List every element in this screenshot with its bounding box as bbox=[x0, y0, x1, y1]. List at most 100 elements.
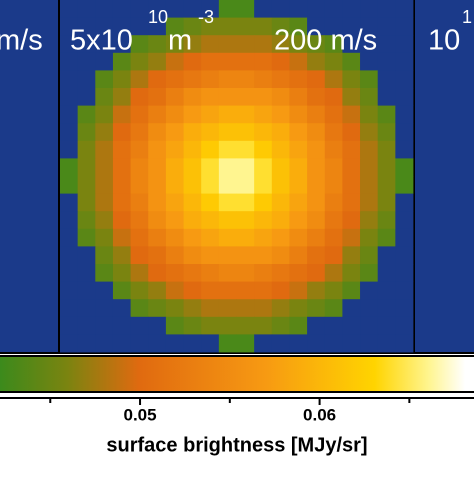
heatmap-cell bbox=[95, 246, 114, 265]
panel bbox=[0, 0, 58, 352]
heatmap-cell bbox=[130, 176, 149, 194]
heatmap-cell bbox=[254, 228, 273, 247]
heatmap-cell bbox=[254, 193, 273, 212]
heatmap-cell bbox=[271, 140, 290, 159]
heatmap-cell bbox=[60, 281, 79, 300]
heatmap-cell bbox=[218, 158, 237, 177]
heatmap-cell bbox=[236, 211, 255, 230]
heatmap-cell bbox=[360, 52, 379, 71]
heatmap-cell bbox=[218, 264, 237, 282]
heatmap-cell bbox=[395, 70, 414, 89]
heatmap-cell bbox=[377, 35, 396, 54]
heatmap-cell bbox=[307, 334, 326, 353]
heatmap-cell bbox=[148, 211, 167, 230]
heatmap-cell bbox=[183, 228, 202, 247]
heatmap-cell bbox=[130, 281, 149, 300]
heatmap-cell bbox=[324, 228, 343, 247]
heatmap-cell bbox=[60, 193, 79, 212]
heatmap-cell bbox=[395, 140, 414, 159]
heatmap-cell bbox=[60, 246, 79, 265]
heatmap-cell bbox=[183, 88, 202, 106]
heatmap-cell bbox=[130, 140, 149, 159]
heatmap-cell bbox=[60, 264, 79, 282]
heatmap-cell bbox=[307, 176, 326, 194]
heatmap-cell bbox=[324, 0, 343, 18]
heatmap-cell bbox=[377, 176, 396, 194]
heatmap-cell bbox=[360, 140, 379, 159]
heatmap-cell bbox=[183, 35, 202, 54]
heatmap-cell bbox=[165, 0, 184, 18]
panel-label: -3 bbox=[198, 7, 214, 27]
heatmap-cell bbox=[95, 17, 114, 36]
heatmap-cell bbox=[289, 123, 308, 142]
heatmap-cell bbox=[201, 264, 220, 282]
heatmap-cell bbox=[254, 88, 273, 106]
heatmap-cell bbox=[395, 158, 414, 177]
heatmap-cell bbox=[307, 299, 326, 318]
heatmap-cell bbox=[307, 140, 326, 159]
heatmap-cell bbox=[236, 0, 255, 18]
heatmap-cell bbox=[377, 0, 396, 18]
heatmap-cell bbox=[183, 193, 202, 212]
heatmap-cell bbox=[271, 123, 290, 142]
panel-label: m/s bbox=[0, 25, 43, 57]
heatmap-cell bbox=[165, 140, 184, 159]
heatmap-cell bbox=[77, 70, 96, 89]
heatmap-cell bbox=[307, 228, 326, 247]
heatmap-cell bbox=[95, 88, 114, 106]
heatmap-cell bbox=[342, 176, 361, 194]
heatmap-cell bbox=[148, 193, 167, 212]
heatmap-cell bbox=[112, 176, 131, 194]
heatmap-cell bbox=[395, 228, 414, 247]
heatmap-cell bbox=[148, 158, 167, 177]
heatmap-cell bbox=[377, 52, 396, 71]
heatmap-cell bbox=[271, 228, 290, 247]
heatmap-cell bbox=[236, 70, 255, 89]
heatmap-cell bbox=[148, 35, 167, 54]
heatmap-cell bbox=[60, 35, 79, 54]
heatmap-cell bbox=[130, 70, 149, 89]
heatmap-cell bbox=[289, 52, 308, 71]
heatmap-cell bbox=[201, 246, 220, 265]
heatmap-cell bbox=[95, 264, 114, 282]
x-tick-label: 0.06 bbox=[303, 405, 336, 424]
heatmap-cell bbox=[165, 316, 184, 335]
heatmap-cell bbox=[342, 299, 361, 318]
heatmap-cell bbox=[201, 0, 220, 18]
heatmap-cell bbox=[271, 158, 290, 177]
heatmap-cell bbox=[201, 316, 220, 335]
heatmap-cell bbox=[289, 176, 308, 194]
colorbar bbox=[0, 355, 474, 393]
heatmap-cell bbox=[183, 123, 202, 142]
heatmap-cell bbox=[165, 246, 184, 265]
heatmap-cell bbox=[60, 52, 79, 71]
heatmap-cell bbox=[271, 193, 290, 212]
heatmap-cell bbox=[342, 0, 361, 18]
heatmap-cell bbox=[236, 123, 255, 142]
heatmap-cell bbox=[236, 105, 255, 124]
heatmap-cell bbox=[271, 17, 290, 36]
heatmap-cell bbox=[165, 211, 184, 230]
heatmap-cell bbox=[342, 316, 361, 335]
panel-label: 5x10 bbox=[70, 25, 133, 57]
heatmap-cell bbox=[395, 299, 414, 318]
heatmap-cell bbox=[395, 176, 414, 194]
heatmap-cell bbox=[307, 52, 326, 71]
heatmap-cell bbox=[324, 176, 343, 194]
heatmap-cell bbox=[112, 299, 131, 318]
heatmap-cell bbox=[289, 70, 308, 89]
heatmap-cell bbox=[218, 316, 237, 335]
heatmap-cell bbox=[236, 246, 255, 265]
heatmap-cell bbox=[289, 193, 308, 212]
heatmap-cell bbox=[271, 264, 290, 282]
heatmap-cell bbox=[112, 105, 131, 124]
heatmap-cell bbox=[60, 140, 79, 159]
heatmap-cell bbox=[289, 246, 308, 265]
heatmap-cell bbox=[271, 246, 290, 265]
heatmap-cell bbox=[254, 52, 273, 71]
heatmap-cell bbox=[342, 88, 361, 106]
heatmap-cell bbox=[112, 211, 131, 230]
heatmap-cell bbox=[324, 158, 343, 177]
heatmap-cell bbox=[342, 228, 361, 247]
heatmap-cell bbox=[201, 35, 220, 54]
